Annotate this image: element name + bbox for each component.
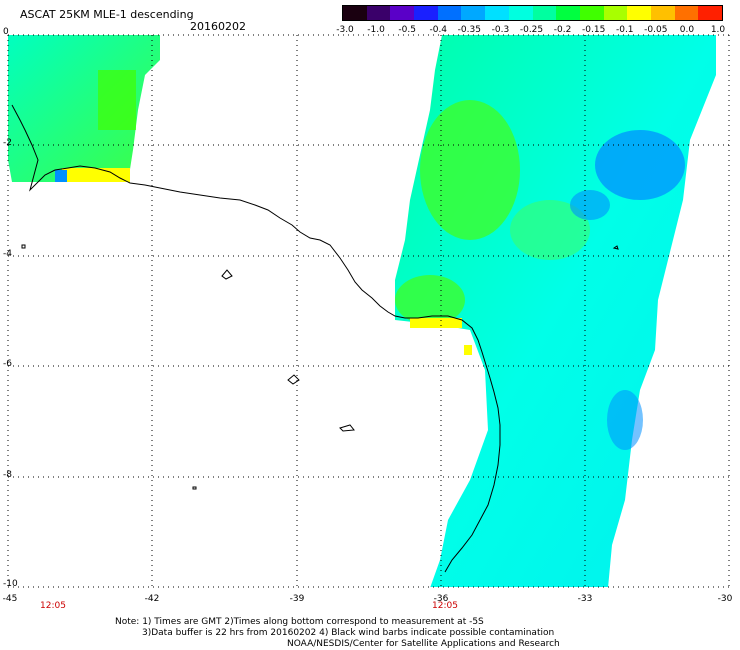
x-axis-label: -39 [289, 594, 305, 604]
map-date: 20160202 [190, 20, 246, 33]
color-scale-label: -0.5 [398, 25, 416, 35]
y-axis-label: 0 [3, 27, 9, 37]
color-scale-segment [366, 6, 391, 20]
color-scale-segment [414, 6, 438, 20]
y-axis-label: -2 [3, 138, 12, 148]
pass-time-label: 12:05 [40, 601, 66, 611]
west-swath-green-patch [98, 70, 136, 130]
east-swath-green-region-2 [395, 275, 465, 325]
color-scale-bar [342, 5, 723, 21]
color-scale-segment [508, 6, 533, 20]
x-axis-label: -30 [717, 594, 733, 604]
footer-credit: NOAA/NESDIS/Center for Satellite Applica… [287, 639, 560, 649]
west-swath-yellow-patch [62, 168, 130, 182]
color-scale-label: -0.2 [553, 25, 572, 35]
color-scale-label: -0.15 [582, 25, 606, 35]
east-swath-yellow-patch-2 [464, 345, 472, 355]
color-scale-label: -0.1 [615, 25, 634, 35]
color-scale-label: -3.0 [336, 25, 354, 35]
y-axis-label: -8 [3, 470, 12, 480]
color-scale-label: -0.4 [429, 25, 448, 35]
east-swath-yellow-patch [410, 318, 462, 328]
color-scale-segment [698, 6, 722, 20]
color-scale-segment [650, 6, 675, 20]
color-scale-segment [343, 6, 367, 20]
color-scale-label: 1.0 [710, 25, 726, 35]
x-axis-label: -45 [2, 594, 18, 604]
color-scale-label: -0.05 [644, 25, 668, 35]
island [287, 374, 300, 385]
color-scale-label: -0.3 [491, 25, 510, 35]
color-scale-label: -1.0 [367, 25, 385, 35]
color-scale-label: -0.35 [457, 25, 481, 35]
y-axis-label: -6 [3, 359, 12, 369]
pass-time-label: 12:05 [432, 601, 458, 611]
island [221, 269, 233, 280]
east-swath-blue-region-2 [570, 190, 610, 220]
footer-note-line-2: 3)Data buffer is 22 hrs from 20160202 4)… [142, 628, 555, 638]
east-swath-green-region-3 [510, 200, 590, 260]
grid-lines [7, 34, 730, 588]
x-axis-label: -36 [433, 594, 449, 604]
island [339, 424, 355, 432]
color-scale-label: -0.25 [519, 25, 544, 35]
color-scale-segment [461, 6, 486, 20]
color-scale-segment [556, 6, 580, 20]
west-swath [8, 35, 160, 182]
color-scale-segment [532, 6, 557, 20]
color-scale-segment [674, 6, 699, 20]
island [21, 244, 26, 249]
x-axis-label: -42 [144, 594, 160, 604]
color-scale-segment [579, 6, 604, 20]
east-swath-green-region-1 [420, 100, 520, 240]
x-axis-label: -33 [577, 594, 593, 604]
color-scale-segment [485, 6, 509, 20]
footer-note-line-1: Note: 1) Times are GMT 2)Times along bot… [115, 617, 484, 627]
east-swath-blue-region-1 [595, 130, 685, 200]
island [192, 486, 197, 490]
y-axis-label: -4 [3, 249, 12, 259]
island [612, 245, 619, 250]
y-axis-label: -10 [3, 579, 18, 589]
east-swath-blue-region-3 [607, 390, 643, 450]
color-scale-segment [437, 6, 462, 20]
color-scale-segment [390, 6, 415, 20]
color-scale-label: 0.0 [679, 25, 695, 35]
color-scale-segment [627, 6, 651, 20]
map-title: ASCAT 25KM MLE-1 descending [20, 8, 194, 21]
coastline [11, 104, 501, 573]
color-scale-segment [603, 6, 628, 20]
west-swath-blue-patch [55, 170, 67, 182]
